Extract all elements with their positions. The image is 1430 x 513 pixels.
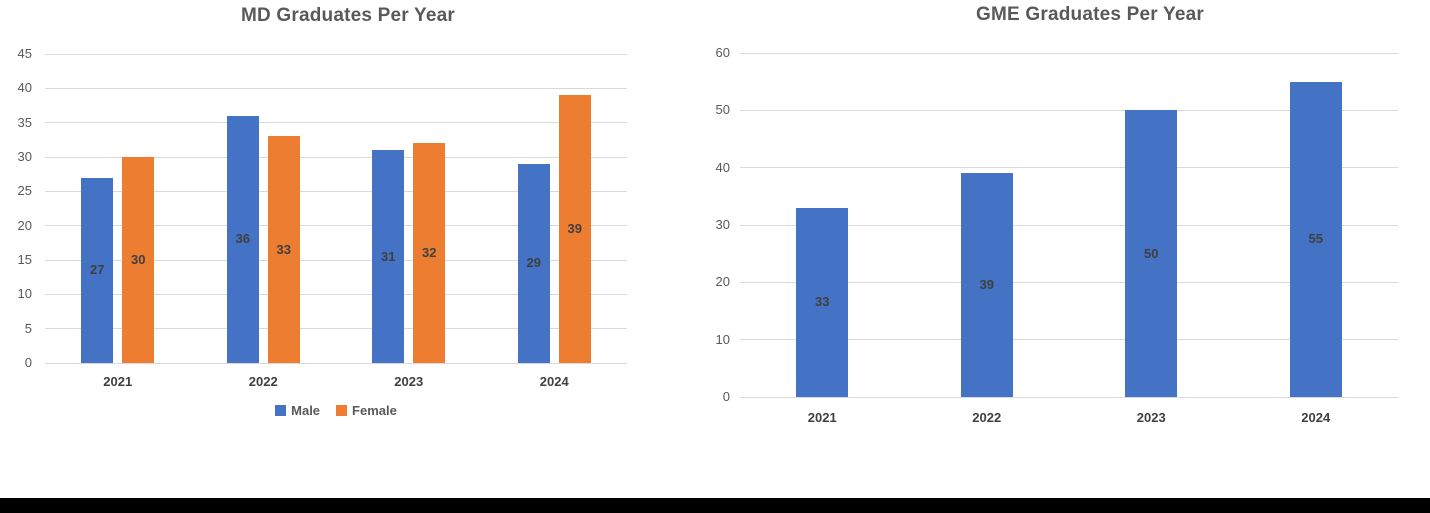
x-category-label: 2021 xyxy=(103,374,133,389)
legend-swatch-icon xyxy=(275,404,287,416)
bar-female-2022 xyxy=(267,136,300,363)
bar-value-label: 29 xyxy=(526,255,541,271)
bar-value-label: 30 xyxy=(131,252,146,267)
y-tick-label: 45 xyxy=(17,46,32,61)
y-gridline xyxy=(45,293,627,295)
bar-male-2022 xyxy=(226,115,259,363)
bar-female-2024 xyxy=(558,95,591,363)
bar-series-2024 xyxy=(1289,81,1342,397)
gme-graduates-chart: GME Graduates Per Year 0 10 20 30 40 50 60 33 20… xyxy=(690,0,1430,440)
x-category-label: 2024 xyxy=(539,374,569,389)
y-tick-label: 35 xyxy=(17,114,32,130)
y-gridline xyxy=(45,87,627,89)
y-tick-label: 0 xyxy=(24,355,32,370)
y-gridline xyxy=(740,109,1398,111)
x-category-label: 2024 xyxy=(1301,410,1331,425)
y-gridline xyxy=(45,156,627,158)
y-tick-label: 0 xyxy=(722,389,730,404)
y-gridline xyxy=(45,53,627,55)
bar-value-label: 55 xyxy=(1308,231,1323,247)
y-gridline xyxy=(45,122,627,124)
y-tick-label: 60 xyxy=(715,45,730,60)
bar-female-2021 xyxy=(122,157,155,363)
y-tick-label: 25 xyxy=(17,183,32,199)
y-gridline xyxy=(45,225,627,227)
y-tick-label: 10 xyxy=(17,286,32,302)
y-gridline xyxy=(740,396,1398,398)
bar-value-label: 36 xyxy=(235,231,250,247)
bar-male-2021 xyxy=(81,177,114,363)
y-tick-label: 50 xyxy=(715,102,730,118)
chart-legend-md: Male Female xyxy=(45,402,627,418)
bar-value-label: 50 xyxy=(1144,245,1159,261)
y-gridline xyxy=(740,339,1398,341)
y-tick-label: 20 xyxy=(17,217,32,233)
bar-series-2021 xyxy=(796,207,849,397)
bar-value-label: 27 xyxy=(90,262,105,278)
x-category-label: 2022 xyxy=(972,410,1002,425)
legend-swatch-icon xyxy=(336,404,348,416)
legend-item-female: Female xyxy=(336,403,397,418)
bar-value-label: 33 xyxy=(276,241,291,257)
legend-item-male: Male xyxy=(275,403,320,418)
bar-value-label: 31 xyxy=(381,248,396,264)
bar-male-2024 xyxy=(517,163,550,363)
y-gridline xyxy=(45,362,627,364)
bar-female-2023 xyxy=(413,143,446,363)
y-gridline xyxy=(740,224,1398,226)
bar-male-2023 xyxy=(372,150,405,363)
x-category-label: 2023 xyxy=(1136,410,1166,425)
bar-value-label: 39 xyxy=(567,221,582,237)
legend-label: Male xyxy=(291,402,321,418)
y-tick-label: 5 xyxy=(24,320,32,336)
bar-value-label: 33 xyxy=(815,294,830,310)
chart-title-gme: GME Graduates Per Year xyxy=(976,4,1204,25)
y-gridline xyxy=(740,167,1398,169)
y-gridline xyxy=(45,190,627,192)
y-tick-label: 30 xyxy=(17,149,32,164)
bar-value-label: 39 xyxy=(979,277,994,293)
y-gridline xyxy=(45,259,627,261)
bar-series-2022 xyxy=(960,173,1013,397)
footer-bar xyxy=(0,498,1430,513)
bar-series-2023 xyxy=(1125,110,1178,397)
y-gridline xyxy=(45,328,627,330)
bar-value-label: 32 xyxy=(422,245,437,261)
y-tick-label: 40 xyxy=(715,159,730,175)
y-gridline xyxy=(740,281,1398,283)
y-tick-label: 10 xyxy=(715,331,730,347)
md-graduates-chart: MD Graduates Per Year 0 5 10 15 20 25 30 35 40 45… xyxy=(0,0,696,430)
y-tick-label: 40 xyxy=(17,80,32,96)
legend-label: Female xyxy=(352,402,397,418)
y-tick-label: 15 xyxy=(17,252,32,267)
x-category-label: 2023 xyxy=(394,374,424,389)
y-gridline xyxy=(740,52,1398,54)
y-tick-label: 20 xyxy=(715,274,730,290)
chart-title-md: MD Graduates Per Year xyxy=(240,5,455,26)
x-category-label: 2022 xyxy=(248,374,278,389)
y-tick-label: 30 xyxy=(715,217,730,232)
x-category-label: 2021 xyxy=(807,410,837,425)
